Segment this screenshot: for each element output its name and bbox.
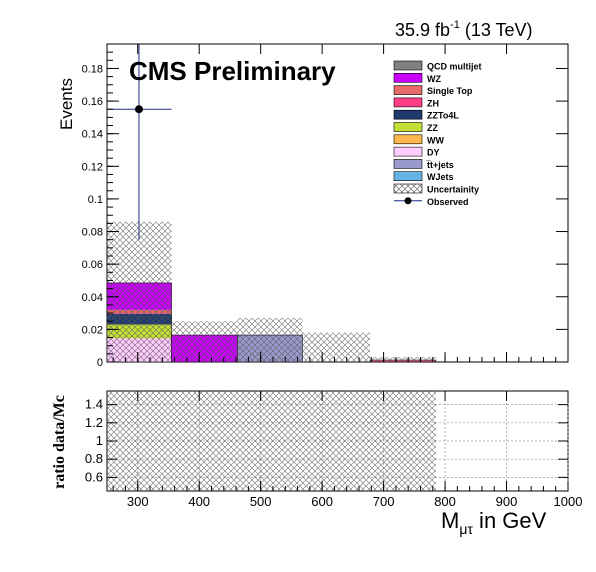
y-axis-ticks: 0 0.02 0.04 0.06 0.08 0.1 0.12 0.14 0.16 0.18 <box>82 51 568 369</box>
legend-swatch <box>393 134 423 145</box>
ratio-x-axis-ticks: 300 400 500 600 700 800 900 1000 <box>112 391 583 509</box>
legend-swatch <box>393 109 423 120</box>
uncertainty-bin <box>370 357 436 362</box>
y-tick-label: 0.12 <box>82 161 103 173</box>
ratio-x-tick-label: 900 <box>496 494 518 509</box>
ratio-x-tick-label: 400 <box>188 494 210 509</box>
ratio-x-tick-label: 300 <box>127 494 149 509</box>
legend-label: WZ <box>427 74 441 84</box>
uncertainty-bin <box>171 321 238 362</box>
ratio-y-axis-label: ratio data/Mc <box>51 395 68 489</box>
ratio-y-tick-label: 1 <box>96 433 103 448</box>
legend-swatch <box>393 146 423 157</box>
ratio-y-tick-label: 1.2 <box>85 415 103 430</box>
ratio-x-tick-label: 1000 <box>554 494 583 509</box>
legend-swatch <box>393 85 423 95</box>
legend-label: Single Top <box>427 86 473 96</box>
y-tick-label: 0.04 <box>82 292 103 304</box>
observed-point <box>134 105 143 114</box>
ratio-y-axis-ticks: 0.6 0.8 1 1.2 1.4 <box>85 397 568 484</box>
ratio-y-tick-label: 1.4 <box>85 397 103 412</box>
y-tick-label: 0.08 <box>82 227 103 239</box>
observed-points <box>107 44 172 240</box>
uncertainty-band <box>107 221 436 362</box>
legend-label: t̅t+jets <box>425 160 453 170</box>
y-axis-label: Events <box>57 78 76 130</box>
ratio-y-tick-label: 0.6 <box>85 469 103 484</box>
ratio-x-tick-label: 700 <box>373 494 395 509</box>
legend-label: ZZTo4L <box>427 111 459 121</box>
ratio-x-tick-label: 800 <box>434 494 456 509</box>
legend-label: Uncertainity <box>427 185 479 195</box>
y-tick-label: 0 <box>97 357 103 369</box>
lumi-label: 35.9 fb-1 (13 TeV) <box>395 19 533 40</box>
legend-label: WJets <box>427 172 454 182</box>
y-tick-label: 0.02 <box>82 324 103 336</box>
x-axis-ticks <box>112 44 569 362</box>
legend-swatch <box>393 159 423 169</box>
y-tick-label: 0.16 <box>82 96 103 108</box>
legend-swatch-hatch <box>393 183 423 194</box>
legend-label: Observed <box>427 197 469 207</box>
legend-label: QCD multijet <box>427 62 482 72</box>
legend-marker <box>404 197 412 205</box>
legend-swatch <box>393 97 423 108</box>
ratio-uncertainty-area <box>107 391 436 491</box>
ratio-y-tick-label: 0.8 <box>85 451 103 466</box>
x-axis-label: Mμτ in GeV <box>441 508 547 537</box>
y-tick-label: 0.06 <box>82 259 103 271</box>
legend-swatch <box>393 171 423 181</box>
uncertainty-bin <box>107 221 172 362</box>
ratio-x-tick-label: 500 <box>250 494 272 509</box>
main-frame <box>106 43 569 363</box>
y-tick-label: 0.1 <box>88 194 103 206</box>
legend-swatch <box>393 122 423 132</box>
legend-label: ZH <box>427 98 439 108</box>
legend-swatch <box>393 73 423 83</box>
ratio-uncertainty-band <box>107 391 436 491</box>
y-tick-label: 0.14 <box>82 129 103 141</box>
legend-label: DY <box>427 148 440 158</box>
legend-label: ZZ <box>427 123 438 133</box>
legend: QCD multijet WZ Single Top ZH ZZTo4L ZZ WW DY t̅… <box>393 60 482 207</box>
ratio-x-tick-label: 600 <box>311 494 333 509</box>
legend-label: WW <box>427 135 444 145</box>
uncertainty-bin <box>237 317 303 362</box>
uncertainty-bin <box>302 332 371 362</box>
legend-swatch <box>393 60 423 71</box>
main-panel: 0 0.02 0.04 0.06 0.08 0.1 0.12 0.14 0.16 0.18 CMS… <box>57 43 569 369</box>
y-tick-label: 0.18 <box>82 63 103 75</box>
experiment-label: CMS Preliminary <box>129 56 336 86</box>
ratio-panel: 0.60.811.21.4 300 400 500 600 700 800 900 1000 … <box>51 390 583 537</box>
